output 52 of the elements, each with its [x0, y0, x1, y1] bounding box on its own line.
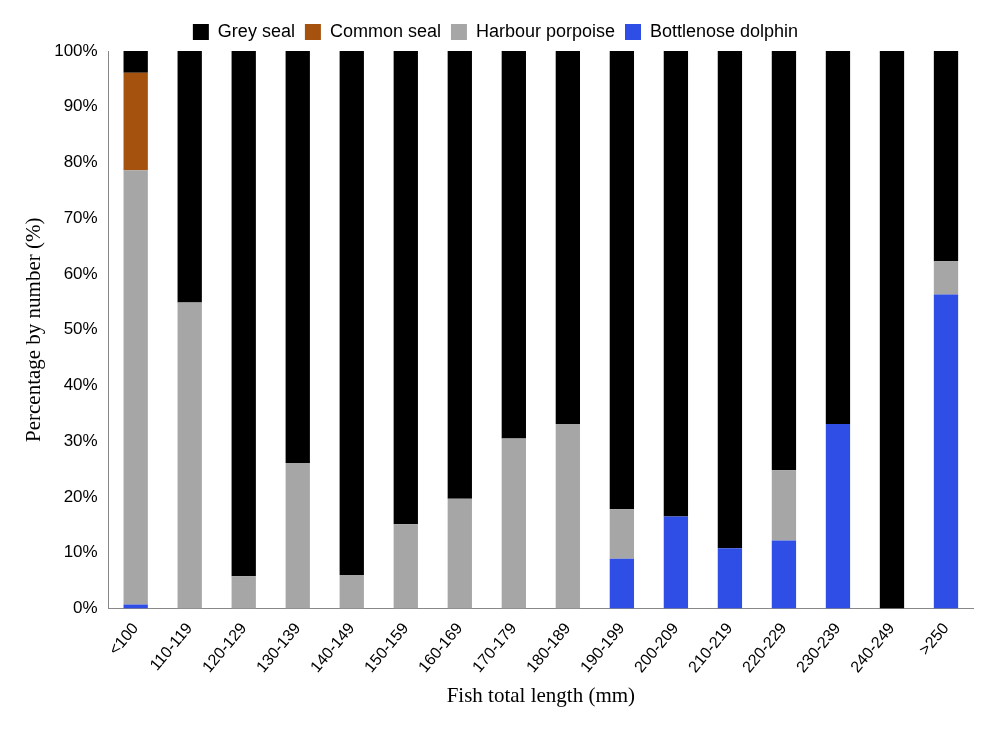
y-tick-label: 30% — [63, 430, 98, 450]
bar — [663, 51, 689, 517]
bar — [393, 51, 418, 525]
bar — [555, 51, 580, 424]
bar — [663, 516, 689, 609]
y-tick-label: 100% — [54, 40, 98, 60]
bar — [555, 423, 580, 609]
y-tick-label: 50% — [63, 319, 98, 339]
bar — [609, 509, 635, 559]
bar — [177, 302, 202, 609]
bar — [771, 540, 797, 609]
bar — [447, 51, 472, 499]
bar — [285, 51, 310, 463]
bar — [771, 51, 797, 471]
bar — [123, 72, 148, 171]
bar — [501, 438, 526, 609]
bar — [393, 524, 418, 609]
bar — [879, 51, 905, 609]
bar — [933, 261, 959, 295]
x-axis-title: Fish total length (mm) — [446, 682, 636, 707]
y-tick-label: 10% — [63, 542, 98, 562]
y-tick-label: 80% — [63, 152, 98, 172]
y-tick-label: 40% — [63, 375, 98, 395]
y-tick-label: 0% — [73, 598, 98, 618]
y-axis-title: Percentage by number (%) — [21, 217, 46, 442]
y-tick-label: 70% — [63, 207, 98, 227]
legend-label: Harbour porpoise — [475, 20, 616, 41]
bar — [231, 51, 256, 577]
bar — [609, 51, 635, 510]
bar — [933, 294, 959, 609]
bar — [177, 51, 202, 303]
y-tick-label: 20% — [63, 486, 98, 506]
legend-label: Common seal — [329, 20, 441, 41]
bar — [717, 51, 743, 549]
bar — [447, 498, 472, 609]
bar — [231, 576, 256, 609]
bar — [717, 548, 743, 609]
legend-label: Bottlenose dolphin — [650, 20, 799, 41]
y-tick-label: 90% — [63, 96, 98, 116]
bar — [285, 462, 310, 609]
y-tick-label: 60% — [63, 263, 98, 283]
bar — [339, 51, 364, 576]
bar — [123, 170, 148, 605]
legend-label: Grey seal — [217, 20, 295, 41]
bar — [339, 575, 364, 609]
bar — [609, 558, 635, 609]
bar — [825, 51, 851, 424]
bar — [825, 423, 851, 609]
bar — [123, 51, 148, 73]
bar — [771, 470, 797, 541]
bar — [933, 51, 959, 262]
bar — [501, 51, 526, 439]
